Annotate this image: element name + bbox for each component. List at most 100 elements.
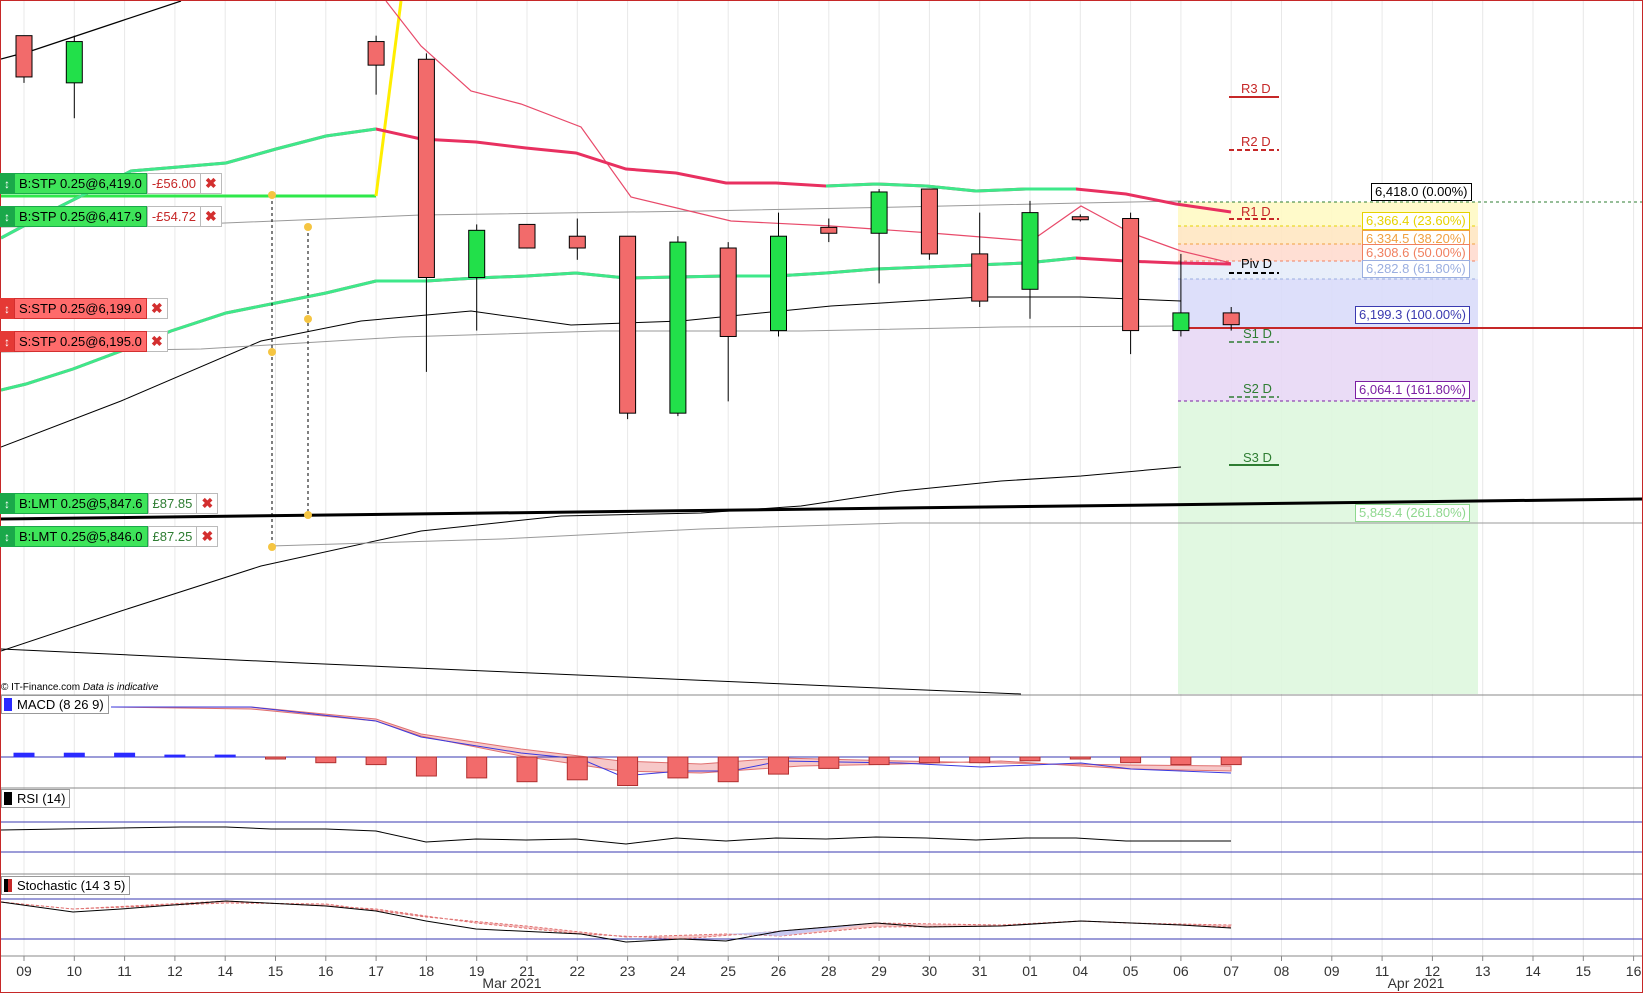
cancel-order-icon[interactable]: ✖ — [146, 331, 168, 352]
pivot-r1-label: R1 D — [1241, 204, 1271, 219]
month-label-mar: Mar 2021 — [482, 975, 542, 991]
rsi-label[interactable]: RSI (14) — [1, 789, 71, 808]
x-tick-label: 08 — [1274, 963, 1290, 979]
candle-body[interactable] — [820, 226, 838, 234]
order-label[interactable]: B:STP 0.25@6,419.0 — [14, 173, 147, 194]
candle-body[interactable] — [367, 41, 385, 66]
fib-label-0: 6,418.0 (0.00%) — [1371, 183, 1472, 201]
drag-handle-icon[interactable]: ↕ — [0, 206, 14, 227]
fib-label-100: 6,199.3 (100.00%) — [1355, 306, 1470, 324]
order-label[interactable]: S:STP 0.25@6,195.0 — [14, 331, 147, 352]
macd-label[interactable]: MACD (8 26 9) — [1, 695, 109, 714]
candle-body[interactable] — [669, 241, 687, 414]
macd-histogram-bar — [717, 756, 739, 783]
macd-histogram-bar — [415, 756, 437, 777]
macd-histogram-bar — [1220, 756, 1242, 766]
x-tick-label: 05 — [1123, 963, 1139, 979]
candle-body[interactable] — [417, 58, 435, 279]
month-label-apr: Apr 2021 — [1387, 975, 1445, 991]
macd-histogram-bar — [214, 754, 236, 758]
x-tick-label: 22 — [570, 963, 586, 979]
candle-body[interactable] — [568, 235, 586, 249]
candle-body[interactable] — [920, 188, 938, 255]
order-label[interactable]: B:STP 0.25@6,417.9 — [14, 206, 147, 227]
drag-handle-icon[interactable]: ↕ — [0, 173, 14, 194]
drag-handle-icon[interactable]: ↕ — [0, 331, 14, 352]
drag-handle-icon[interactable]: ↕ — [0, 493, 14, 514]
order-label[interactable]: S:STP 0.25@6,199.0 — [14, 298, 147, 319]
x-tick-label: 29 — [871, 963, 887, 979]
stochastic-label[interactable]: Stochastic (14 3 5) — [1, 876, 131, 895]
macd-histogram-bar — [1019, 756, 1041, 762]
fib-label-23: 6,366.4 (23.60%) — [1362, 212, 1470, 230]
order-ticket-1[interactable]: ↕ B:STP 0.25@6,417.9 -£54.72 ✖ — [0, 206, 222, 227]
x-tick-label: 31 — [972, 963, 988, 979]
order-label[interactable]: B:LMT 0.25@5,846.0 — [14, 526, 148, 547]
x-tick-label: 01 — [1022, 963, 1038, 979]
order-ticket-0[interactable]: ↕ B:STP 0.25@6,419.0 -£56.00 ✖ — [0, 173, 222, 194]
candle-body[interactable] — [15, 35, 33, 78]
copyright-note: © IT-Finance.com Data is indicative — [1, 682, 159, 693]
macd-histogram-bar — [1120, 756, 1142, 764]
x-tick-label: 09 — [1324, 963, 1340, 979]
drag-handle-icon[interactable]: ↕ — [0, 526, 14, 547]
x-tick-label: 16 — [1626, 963, 1642, 979]
order-ticket-5[interactable]: ↕ B:LMT 0.25@5,846.0 £87.25 ✖ — [0, 526, 219, 547]
candles[interactable] — [15, 35, 1240, 420]
candle-body[interactable] — [1122, 218, 1140, 332]
candle-body[interactable] — [1021, 212, 1039, 290]
macd-histogram-bar — [114, 752, 136, 758]
macd-histogram-bar — [265, 756, 286, 760]
candle-body[interactable] — [518, 223, 536, 249]
x-tick-label: 14 — [1525, 963, 1541, 979]
order-pnl: -£54.72 — [146, 206, 201, 227]
candle-body[interactable] — [1172, 312, 1190, 332]
macd-histogram-bar — [918, 756, 940, 764]
candle-body[interactable] — [870, 191, 888, 234]
macd-histogram-bar — [13, 752, 35, 758]
order-ticket-3[interactable]: ↕ S:STP 0.25@6,195.0 ✖ — [0, 331, 168, 352]
cancel-order-icon[interactable]: ✖ — [146, 298, 168, 319]
pivot-r2-label: R2 D — [1241, 134, 1271, 149]
candle-body[interactable] — [468, 229, 486, 279]
macd-histogram-bar — [818, 756, 840, 769]
order-pnl: £87.85 — [147, 493, 198, 514]
x-tick-label: 06 — [1173, 963, 1189, 979]
candle-body[interactable] — [65, 41, 83, 84]
cancel-order-icon[interactable]: ✖ — [197, 493, 219, 514]
x-tick-label: 10 — [67, 963, 83, 979]
disclaimer: Data is indicative — [82, 682, 159, 693]
order-ticket-4[interactable]: ↕ B:LMT 0.25@5,847.6 £87.85 ✖ — [0, 493, 219, 514]
order-pnl: -£56.00 — [146, 173, 201, 194]
x-tick-label: 15 — [268, 963, 284, 979]
drag-handle-icon[interactable]: ↕ — [0, 298, 14, 319]
candle-body[interactable] — [770, 235, 787, 332]
fib-label-61: 6,282.8 (61.80%) — [1362, 260, 1470, 278]
order-links — [268, 191, 312, 551]
x-tick-label: 18 — [419, 963, 435, 979]
order-label[interactable]: B:LMT 0.25@5,847.6 — [14, 493, 148, 514]
rsi-panel[interactable] — [0, 821, 1642, 853]
stochastic-panel[interactable] — [0, 898, 1642, 943]
pivot-s3-label: S3 D — [1243, 450, 1272, 465]
macd-panel[interactable] — [1, 706, 1642, 786]
candle-body[interactable] — [1222, 312, 1240, 326]
macd-histogram-bar — [1170, 756, 1192, 766]
x-tick-label: 24 — [670, 963, 686, 979]
candle-body[interactable] — [619, 235, 637, 414]
macd-histogram-bar — [63, 752, 85, 758]
cancel-order-icon[interactable]: ✖ — [200, 173, 222, 194]
x-tick-label: 21 — [519, 963, 535, 979]
fib-label-38: 6,334.5 (38.20%) — [1362, 230, 1470, 248]
candle-body[interactable] — [971, 253, 989, 302]
x-tick-label: 12 — [167, 963, 183, 979]
macd-histogram-bar — [365, 756, 387, 766]
candle-body[interactable] — [1071, 216, 1089, 221]
cancel-order-icon[interactable]: ✖ — [197, 526, 219, 547]
candle-body[interactable] — [719, 247, 737, 337]
x-tick-label: 04 — [1073, 963, 1089, 979]
order-ticket-2[interactable]: ↕ S:STP 0.25@6,199.0 ✖ — [0, 298, 168, 319]
cancel-order-icon[interactable]: ✖ — [200, 206, 222, 227]
